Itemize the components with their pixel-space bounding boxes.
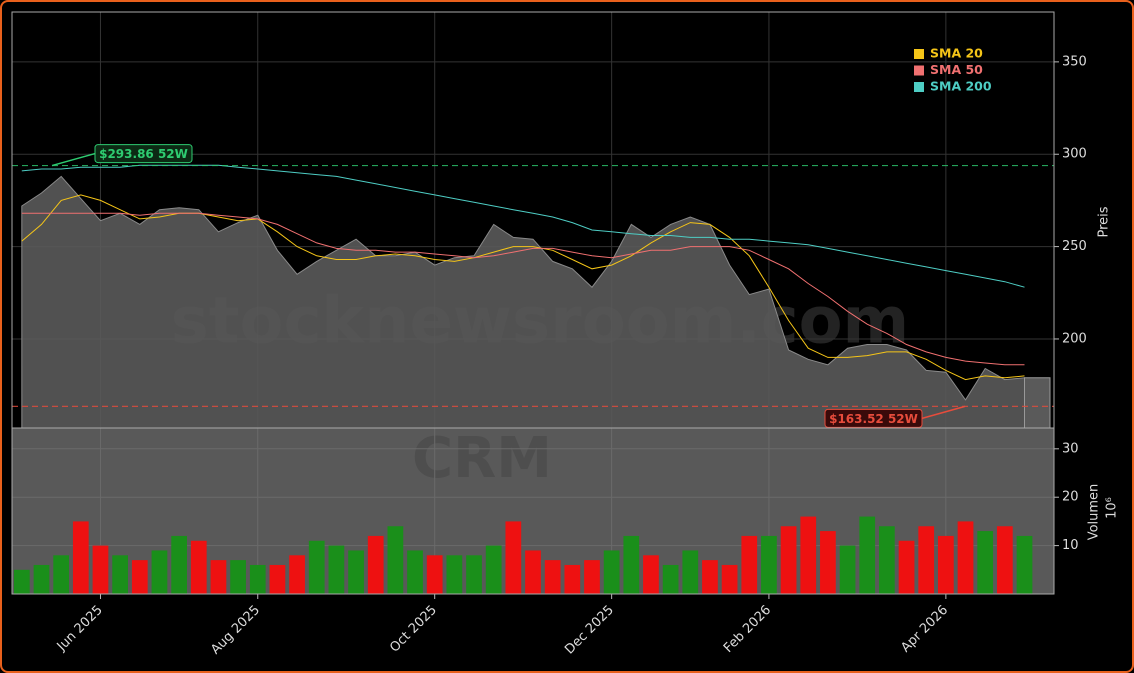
legend-label: SMA 200 [930,79,992,94]
volume-bar [544,560,561,594]
volume-bar [918,526,935,594]
plot-border [11,11,1055,595]
volume-bar [13,569,30,594]
legend-label: SMA 20 [930,46,983,61]
volume-bar [1016,535,1033,594]
sma-line [21,212,1025,366]
y-tick-label: 350 [1062,54,1087,69]
volume-bar [662,564,679,594]
y2-tick-label: 30 [1062,441,1079,456]
legend-swatch [914,49,924,59]
y2-axis-unit: 10⁶ [1105,497,1120,519]
volume-bar [269,564,286,594]
volume-bar [643,555,659,594]
volume-bar [230,560,246,594]
volume-bar [603,550,620,594]
last-price-box [1024,377,1051,429]
y2-tick-label: 20 [1062,490,1079,505]
y-tick-label: 200 [1062,331,1087,346]
volume-bar [702,560,718,594]
volume-bar [761,535,777,594]
volume-bar [957,521,974,594]
volume-bar [33,564,50,594]
volume-bar [328,545,345,594]
volume-bar [879,526,895,594]
volume-bar [820,531,836,594]
volume-bar [426,555,443,594]
y-tick-label: 300 [1062,147,1087,162]
volume-bar [485,545,502,594]
volume-bar [367,535,384,594]
sma-line [21,164,1025,288]
volume-bar [308,540,325,594]
annotation-box [824,408,923,428]
legend-swatch [914,82,924,92]
volume-bar [190,540,207,594]
annotation-box [94,144,193,164]
annotation-label: $163.52 52W [829,412,918,426]
volume-bar [407,550,423,594]
volume-bar [996,526,1013,594]
volume-bar [151,550,168,594]
volume-bar [721,564,738,594]
price-area [21,175,1026,429]
volume-bar [525,550,541,594]
y-tick-label: 250 [1062,239,1087,254]
watermark-ticker: CRM [412,426,552,491]
volume-bar [839,545,856,594]
annotation-label: $293.86 52W [99,147,188,161]
volume-bar [780,526,797,594]
volume-bar [682,550,699,594]
y-axis-label: Preis [1097,206,1112,237]
volume-bar [72,521,89,594]
volume-bar [249,564,266,594]
volume-bar [387,526,404,594]
volume-bar [131,560,148,594]
volume-bar [348,550,364,594]
y2-tick-label: 10 [1062,538,1079,553]
legend-swatch [914,65,924,76]
volume-bar [741,535,758,594]
legend-label: SMA 50 [930,62,983,77]
volume-bar [584,560,600,594]
volume-bar [210,560,227,594]
volume-bar [289,555,305,594]
volume-bar [859,516,876,594]
volume-bar [466,555,482,594]
volume-bar [53,555,70,594]
volume-bar [505,521,522,594]
annotation-arrow [921,405,966,420]
volume-bar [92,545,109,594]
volume-bar [112,555,128,594]
y2-axis-label: Volumen [1087,484,1102,541]
volume-bar [623,535,640,594]
annotation-arrow [51,152,96,167]
volume-bar [938,535,954,594]
volume-bar [800,516,817,594]
volume-bar [898,540,915,594]
volume-bar [446,555,463,594]
volume-bar [564,564,581,594]
volume-bar [171,535,187,594]
volume-bar [977,531,994,594]
